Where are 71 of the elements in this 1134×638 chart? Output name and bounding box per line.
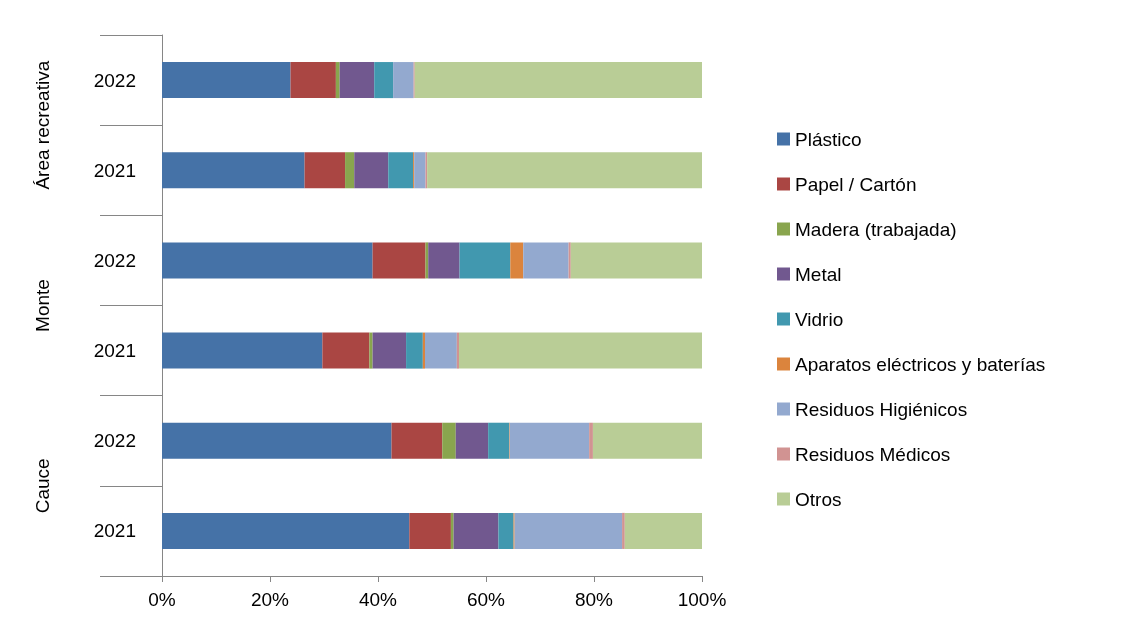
bar <box>414 62 702 99</box>
bar <box>624 512 702 549</box>
bar <box>427 152 702 189</box>
bar <box>459 332 702 369</box>
bar <box>391 422 443 459</box>
legend-label: Residuos Médicos <box>795 443 951 465</box>
x-tick-label: 40% <box>358 589 398 610</box>
bar <box>509 422 590 459</box>
bar <box>290 62 336 99</box>
text: Monte <box>31 279 53 332</box>
bar <box>442 422 456 459</box>
legend-label: Vidrio <box>795 308 844 330</box>
bar <box>592 422 702 459</box>
bar <box>322 332 370 369</box>
bar <box>162 242 373 279</box>
bar <box>388 152 414 189</box>
text: Cauce <box>31 458 53 514</box>
bar <box>589 422 593 459</box>
bar <box>456 332 459 369</box>
bar <box>568 242 571 279</box>
bar <box>369 332 373 369</box>
bar <box>372 242 426 279</box>
bar <box>162 152 305 189</box>
y-tick-label: 2022 <box>93 69 136 91</box>
bar <box>162 332 323 369</box>
x-tick-label: 0% <box>148 589 176 610</box>
bar <box>488 422 510 459</box>
bar <box>162 62 291 99</box>
bar <box>498 512 514 549</box>
text: Área recreativa <box>31 60 53 190</box>
bar <box>354 152 389 189</box>
legend-label: Madera (trabajada) <box>795 218 957 240</box>
legend-label: Plástico <box>795 128 862 150</box>
bar <box>424 332 457 369</box>
y-tick-label: 2021 <box>93 340 136 362</box>
bar <box>304 152 346 189</box>
bar <box>622 512 625 549</box>
bar <box>162 512 410 549</box>
legend-label: Metal <box>795 263 842 285</box>
y-tick-label: 2022 <box>93 249 136 271</box>
bar <box>414 152 426 189</box>
x-tick-label: 100% <box>677 589 727 610</box>
x-tick-label: 60% <box>466 589 506 610</box>
legend-label: Otros <box>795 488 842 510</box>
bar <box>459 242 511 279</box>
bar <box>523 242 569 279</box>
bar <box>453 512 499 549</box>
bar <box>339 62 375 99</box>
bar <box>428 242 460 279</box>
bar <box>406 332 423 369</box>
bar <box>162 422 392 459</box>
bar <box>409 512 451 549</box>
bar <box>374 62 394 99</box>
bar <box>455 422 489 459</box>
bar <box>393 62 414 99</box>
bar <box>570 242 702 279</box>
bar <box>345 152 355 189</box>
bar <box>514 512 623 549</box>
legend-label: Residuos Higiénicos <box>795 398 968 420</box>
legend-label: Aparatos eléctricos y baterías <box>795 353 1046 375</box>
x-tick-label: 80% <box>574 589 614 610</box>
legend-label: Papel / Cartón <box>795 173 917 195</box>
bar <box>510 242 524 279</box>
bar <box>450 512 454 549</box>
bar <box>422 332 425 369</box>
bar <box>372 332 407 369</box>
y-tick-label: 2021 <box>93 159 136 181</box>
bar <box>335 62 340 99</box>
x-tick-label: 20% <box>250 589 290 610</box>
y-tick-label: 2021 <box>93 520 136 542</box>
y-tick-label: 2022 <box>93 430 136 452</box>
